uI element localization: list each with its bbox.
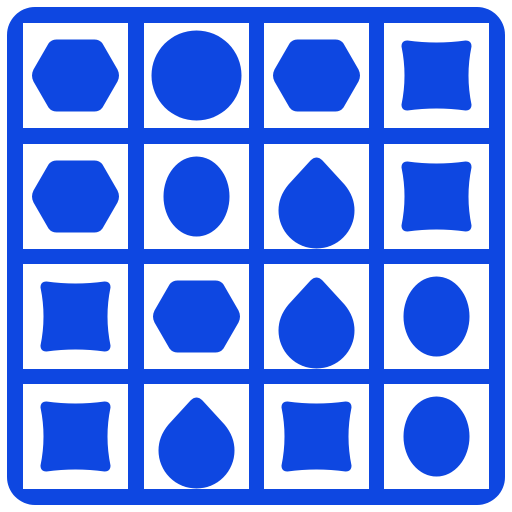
cell-r1-c4[interactable] <box>384 23 489 128</box>
cell-r1-c1[interactable] <box>23 23 128 128</box>
circle-icon[interactable] <box>151 30 242 121</box>
oval-icon[interactable] <box>163 156 230 237</box>
board-frame <box>7 7 505 505</box>
cell-r4-c2[interactable] <box>144 384 249 489</box>
cell-r2-c2[interactable] <box>144 144 249 249</box>
hexagon-icon[interactable] <box>32 39 119 112</box>
pinched-square-icon[interactable] <box>40 401 111 472</box>
pinched-square-icon[interactable] <box>281 401 352 472</box>
cell-r4-c1[interactable] <box>23 384 128 489</box>
hexagon-icon[interactable] <box>32 160 119 233</box>
oval-icon[interactable] <box>403 396 470 477</box>
teardrop-icon[interactable] <box>278 277 355 369</box>
pinched-square-icon[interactable] <box>401 40 472 111</box>
teardrop-icon[interactable] <box>278 157 355 249</box>
cell-r3-c1[interactable] <box>23 264 128 369</box>
pinched-square-icon[interactable] <box>401 161 472 232</box>
cell-r1-c2[interactable] <box>144 23 249 128</box>
cell-r4-c4[interactable] <box>384 384 489 489</box>
cell-r2-c3[interactable] <box>264 144 369 249</box>
cell-r3-c3[interactable] <box>264 264 369 369</box>
teardrop-icon[interactable] <box>158 397 235 489</box>
cell-r2-c1[interactable] <box>23 144 128 249</box>
cell-r2-c4[interactable] <box>384 144 489 249</box>
cell-r4-c3[interactable] <box>264 384 369 489</box>
cell-r1-c3[interactable] <box>264 23 369 128</box>
hexagon-icon[interactable] <box>273 39 360 112</box>
cell-r3-c2[interactable] <box>144 264 249 369</box>
pinched-square-icon[interactable] <box>40 281 111 352</box>
oval-icon[interactable] <box>403 276 470 357</box>
hexagon-icon[interactable] <box>153 280 240 353</box>
cell-r3-c4[interactable] <box>384 264 489 369</box>
